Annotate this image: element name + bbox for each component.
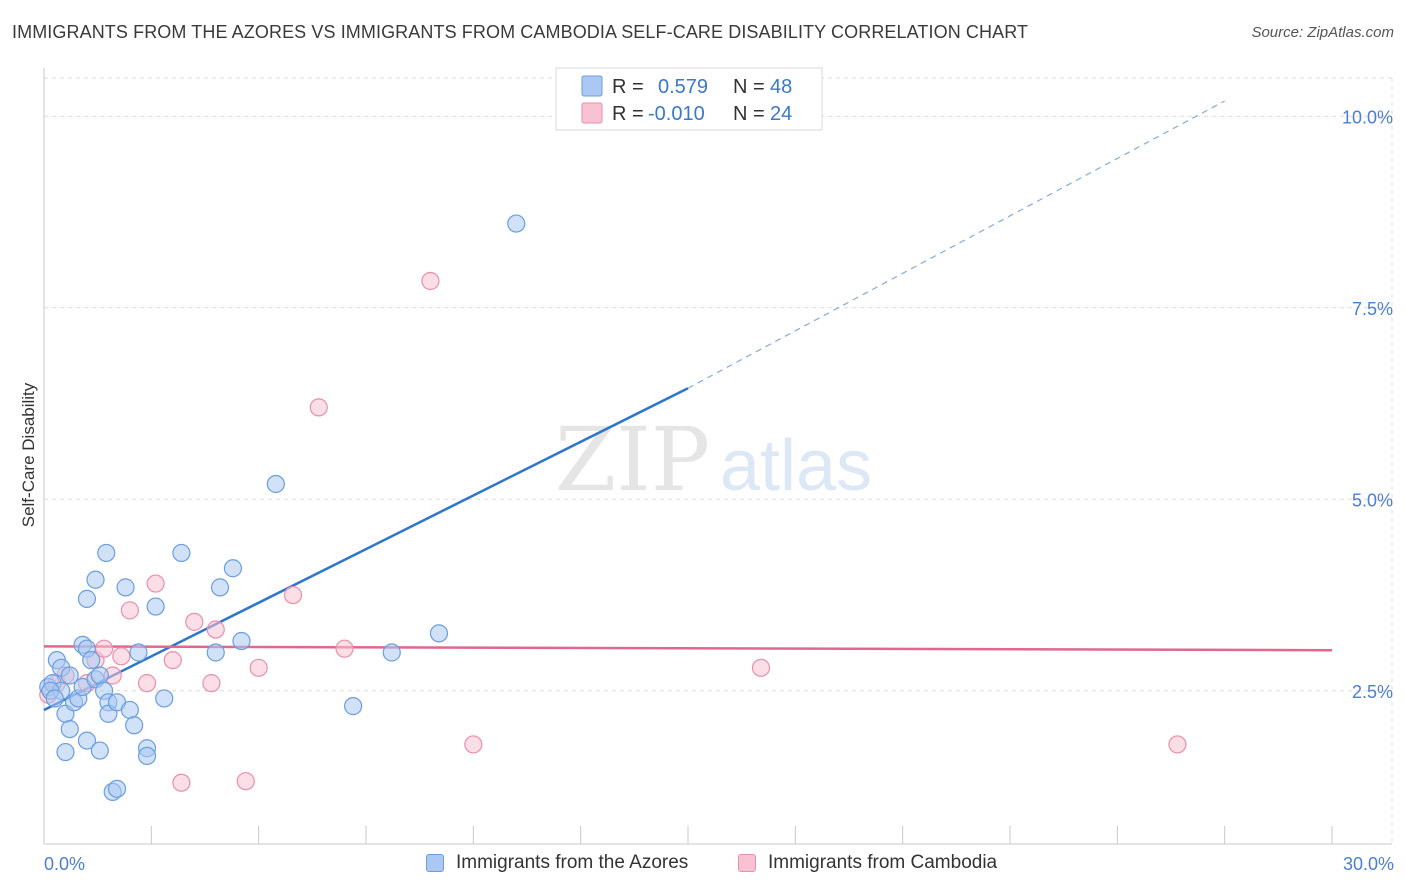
data-point <box>507 214 526 233</box>
data-point <box>266 474 285 494</box>
data-point <box>107 779 127 798</box>
data-point <box>146 574 165 593</box>
tick-labels: 2.5% 5.0% 7.5% 10.0% 0.0% 30.0% <box>44 107 1394 874</box>
data-point <box>60 666 79 685</box>
gridlines <box>44 77 1393 844</box>
data-point <box>137 746 157 766</box>
y-tick-label: 7.5% <box>1352 299 1393 319</box>
data-point <box>172 773 191 792</box>
data-point <box>249 658 268 677</box>
data-point <box>146 597 165 616</box>
legend-swatch-cambodia <box>581 102 603 124</box>
data-points <box>39 214 1187 802</box>
legend-r-label-azores: R = <box>612 76 644 98</box>
trend-lines <box>43 100 1333 712</box>
y-tick-label: 10.0% <box>1342 107 1393 127</box>
chart-title: IMMIGRANTS FROM THE AZORES VS IMMIGRANTS… <box>12 22 1029 42</box>
x-tick-label: 0.0% <box>44 854 85 874</box>
legend-r-value-azores: 0.579 <box>658 76 708 98</box>
legend-r-label-cambodia: R = <box>612 103 644 125</box>
data-point <box>283 585 303 605</box>
data-point <box>129 643 148 662</box>
data-point <box>344 697 363 716</box>
data-point <box>382 643 401 662</box>
data-point <box>309 398 328 417</box>
legend-item-cambodia: Immigrants from Cambodia <box>738 852 997 874</box>
y-tick-label: 2.5% <box>1352 682 1393 702</box>
data-point <box>185 612 204 631</box>
data-point <box>125 716 144 735</box>
x-tick-label: 30.0% <box>1343 854 1394 874</box>
data-point <box>112 647 131 666</box>
legend-item-azores: Immigrants from the Azores <box>426 852 688 874</box>
data-point <box>206 643 225 662</box>
legend-n-value-cambodia: 24 <box>770 103 792 125</box>
axes <box>43 68 1392 845</box>
data-point <box>163 651 182 670</box>
data-point <box>335 639 354 658</box>
legend-swatch-cambodia-bottom <box>738 854 756 872</box>
data-point <box>210 578 230 597</box>
data-point <box>90 741 109 760</box>
data-point <box>120 601 139 620</box>
data-point <box>155 689 174 708</box>
data-point <box>1168 735 1187 754</box>
data-point <box>236 772 255 791</box>
legend-n-label-azores: N = <box>733 76 765 98</box>
series-legend: Immigrants from the Azores Immigrants fr… <box>0 852 1406 878</box>
data-point <box>206 620 225 639</box>
data-point <box>172 543 191 563</box>
data-point <box>82 651 101 670</box>
legend-swatch-azores-bottom <box>426 854 444 872</box>
stats-legend: R = 0.579 N = 48 R = -0.010 N = 24 <box>555 67 823 131</box>
data-point <box>90 666 109 685</box>
trend-line-0 <box>43 387 689 712</box>
y-tick-label: 5.0% <box>1352 490 1393 510</box>
legend-swatch-azores <box>581 75 603 97</box>
data-point <box>223 559 243 578</box>
legend-n-label-cambodia: N = <box>733 103 765 125</box>
data-point <box>56 742 75 762</box>
data-point <box>86 570 105 589</box>
data-point <box>202 674 221 693</box>
y-axis-label: Self-Care Disability <box>19 382 38 527</box>
data-point <box>45 689 64 708</box>
legend-r-value-cambodia: -0.010 <box>648 103 705 125</box>
data-point <box>120 700 139 720</box>
legend-label-azores: Immigrants from the Azores <box>456 852 689 873</box>
data-point <box>60 719 79 739</box>
legend-n-value-azores: 48 <box>770 76 792 98</box>
trend-line-extension-0 <box>687 100 1225 389</box>
data-point <box>464 735 483 754</box>
data-point <box>137 674 157 693</box>
data-point <box>77 589 97 608</box>
data-point <box>77 731 97 750</box>
data-point <box>421 271 440 291</box>
data-point <box>232 631 251 651</box>
watermark-atlas: atlas <box>720 426 872 506</box>
watermark-zip: ZIP <box>555 408 710 511</box>
data-point <box>429 624 449 643</box>
data-point <box>751 658 771 677</box>
data-point <box>97 543 116 563</box>
source-credit: Source: ZipAtlas.com <box>1251 24 1394 41</box>
legend-label-cambodia: Immigrants from Cambodia <box>768 852 998 873</box>
data-point <box>116 578 135 597</box>
trend-line-1 <box>43 645 1333 652</box>
